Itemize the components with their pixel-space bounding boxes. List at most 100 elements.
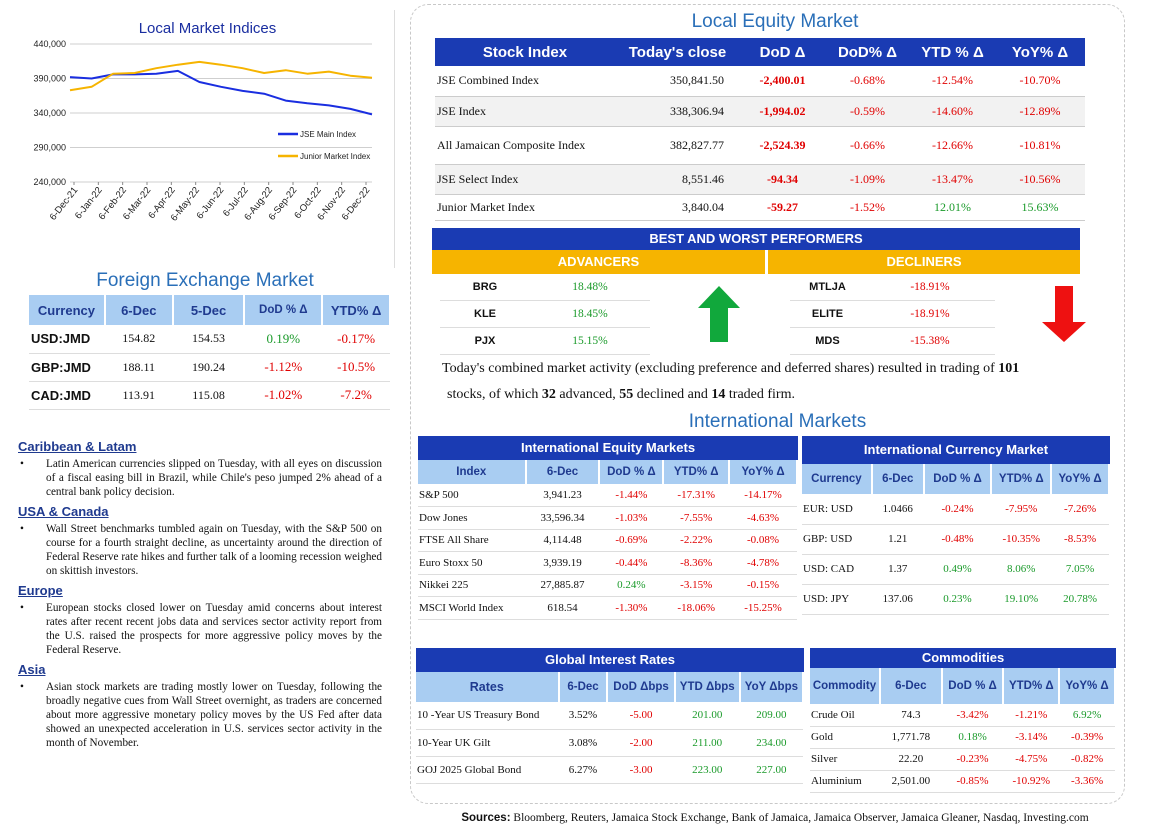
news-heading: Asia (18, 662, 46, 677)
yoy-change: 20.78% (1051, 584, 1109, 615)
advancer-row: KLE 18.45% (440, 301, 650, 328)
fx-value: 154.53 (172, 325, 245, 354)
value: 3,939.19 (525, 551, 600, 575)
performer-symbol: PJX (474, 335, 496, 347)
firm-count: 14 (711, 387, 726, 402)
equity-index-name: JSE Index (435, 96, 615, 127)
commodity-name: Aluminium (810, 770, 880, 793)
advancers-header: ADVANCERS (432, 250, 765, 274)
value: 3,941.23 (525, 484, 600, 507)
equity-header: Stock Index (435, 38, 615, 66)
rate-row: 10 -Year US Treasury Bond 3.52% -5.00 201.0… (416, 702, 803, 730)
bullet-icon: • (20, 602, 24, 614)
equity-dod-pct: -1.52% (825, 194, 910, 221)
value: 1.37 (871, 554, 924, 585)
fx-row: GBP:JMD 188.11 190.24 -1.12% -10.5% (29, 353, 390, 382)
decliner-row: MDS -15.38% (790, 328, 995, 355)
equity-dod-pct: -0.59% (825, 96, 910, 127)
fx-ytd: -7.2% (322, 381, 390, 410)
equity-yoy: -10.81% (995, 126, 1085, 165)
equity-index-name: Junior Market Index (435, 194, 615, 221)
ytd-change: 19.10% (991, 584, 1052, 615)
yoy-change: -4.63% (729, 506, 797, 530)
yoy-change: -7.26% (1051, 494, 1109, 525)
fx-header: YTD% Δ (322, 295, 391, 325)
equity-index-name: JSE Combined Index (435, 66, 615, 97)
jse-main-index-line (69, 69, 373, 116)
sources-list: Bloomberg, Reuters, Jamaica Stock Exchan… (510, 812, 1089, 824)
declined-count: 55 (619, 387, 634, 402)
value: 2,501.00 (879, 770, 942, 793)
performer-change: -18.91% (910, 308, 950, 320)
equity-index-name: JSE Select Index (435, 164, 615, 195)
yoy-change: 209.00 (739, 702, 803, 730)
yoy-change: -0.82% (1059, 748, 1115, 771)
fx-value: 113.91 (104, 381, 173, 410)
stocks-traded-count: 101 (998, 361, 1020, 376)
dod-change: -1.30% (599, 596, 664, 620)
value: 4,114.48 (525, 529, 600, 552)
dod-change: 0.18% (941, 726, 1004, 749)
equity-row: JSE Combined Index 350,841.50 -2,400.01 -0.… (435, 66, 1085, 97)
intl-equity-row: Euro Stoxx 50 3,939.19 -0.44% -8.36% -4.78% (418, 551, 797, 575)
equity-close: 338,306.94 (615, 96, 740, 127)
fx-row: CAD:JMD 113.91 115.08 -1.02% -7.2% (29, 381, 390, 410)
international-currency-section: International Currency Market Currency 6… (802, 436, 1110, 615)
fx-value: 115.08 (172, 381, 245, 410)
decliner-row: ELITE -18.91% (790, 301, 995, 328)
ytd-change: 201.00 (674, 702, 740, 730)
junior-market-index-line (69, 60, 373, 92)
ytd-change: -8.36% (663, 551, 730, 575)
ytd-change: -17.31% (663, 484, 730, 507)
news-heading: USA & Canada (18, 504, 109, 519)
news-heading: Caribbean & Latam (18, 439, 137, 454)
chart-title: Local Market Indices (138, 20, 277, 37)
global-interest-rates-section: Global Interest Rates Rates 6-Dec DoD Δb… (416, 648, 805, 784)
yoy-change: -14.17% (729, 484, 797, 507)
yoy-change: -15.25% (729, 596, 797, 620)
ytd-change: -1.21% (1003, 704, 1060, 727)
value: 33,596.34 (525, 506, 600, 530)
yoy-change: -0.15% (729, 574, 797, 597)
index-name: Nikkei 225 (418, 574, 526, 597)
news-item: • European stocks closed lower on Tuesday… (18, 601, 382, 657)
index-name: S&P 500 (418, 484, 526, 507)
sources-label: Sources: (461, 812, 511, 824)
equity-close: 382,827.77 (615, 126, 740, 165)
dod-change: -3.42% (941, 704, 1004, 727)
up-arrow-icon (698, 286, 740, 342)
rates-table: Rates 6-Dec DoD Δbps YTD Δbps YoY Δbps 1… (416, 672, 805, 784)
commodities-title: Commodities (810, 648, 1116, 668)
equity-ytd: -12.54% (910, 66, 995, 97)
bullet-icon: • (20, 523, 24, 535)
international-title: International Markets (688, 411, 867, 432)
ytd-change: -3.15% (663, 574, 730, 597)
intl-currency-table: Currency 6-Dec DoD % Δ YTD% Δ YoY% Δ EUR… (802, 464, 1110, 615)
fx-value: 154.82 (104, 325, 173, 354)
equity-dod: -94.34 (740, 164, 825, 195)
fx-table: Currency 6-Dec 5-Dec DoD % Δ YTD% Δ USD:… (29, 295, 391, 410)
fx-dod: -1.12% (244, 353, 323, 382)
fx-header: Currency (29, 295, 106, 325)
dod-change: -0.48% (923, 524, 992, 555)
commodities-table: Commodity 6-Dec DoD % Δ YTD% Δ YoY% Δ Cr… (810, 668, 1116, 793)
value: 3.52% (558, 702, 608, 730)
commodities-section: Commodities Commodity 6-Dec DoD % Δ YTD%… (810, 648, 1116, 793)
index-name: MSCI World Index (418, 596, 526, 620)
index-name: Dow Jones (418, 506, 526, 530)
news-item: • Wall Street benchmarks tumbled again on… (18, 522, 382, 578)
ytd-change: -4.75% (1003, 748, 1060, 771)
commodity-row: Silver 22.20 -0.23% -4.75% -0.82% (810, 748, 1115, 771)
advancer-row: BRG 18.48% (440, 274, 650, 301)
intl-equity-row: MSCI World Index 618.54 -1.30% -18.06% -15.2… (418, 596, 797, 620)
news-heading: Europe (18, 583, 63, 598)
index-name: Euro Stoxx 50 (418, 551, 526, 575)
commodity-row: Crude Oil 74.3 -3.42% -1.21% 6.92% (810, 704, 1115, 727)
fx-ytd: -10.5% (322, 353, 390, 382)
rate-name: 10 -Year US Treasury Bond (416, 702, 559, 730)
performer-symbol: BRG (472, 281, 498, 293)
equity-close: 8,551.46 (615, 164, 740, 195)
equity-close: 3,840.04 (615, 194, 740, 221)
advanced-count: 32 (541, 387, 556, 402)
legend-label: Junior Market Index (300, 152, 370, 161)
